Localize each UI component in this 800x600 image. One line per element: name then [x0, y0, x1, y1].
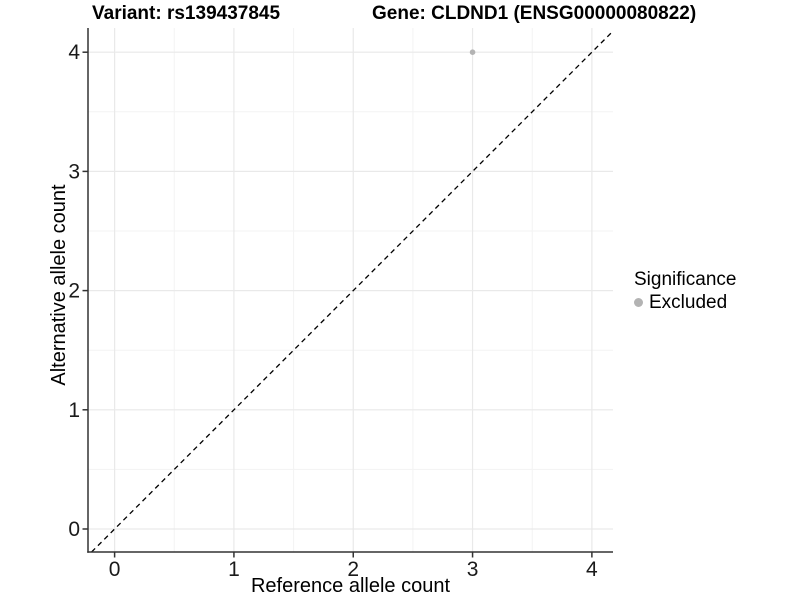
y-tick-label: 4: [68, 41, 80, 64]
y-tick-label: 3: [68, 160, 80, 183]
x-tick-label: 2: [347, 558, 359, 581]
plot-title-variant: Variant: rs139437845: [92, 3, 281, 24]
plot-title-gene: Gene: CLDND1 (ENSG00000080822): [372, 3, 697, 24]
y-axis-title: Alternative allele count: [48, 184, 70, 386]
data-point: [469, 49, 476, 55]
legend-key-dot: [634, 298, 643, 307]
y-tick-label: 0: [68, 518, 80, 541]
legend-title: Significance: [634, 269, 737, 290]
x-tick-label: 3: [467, 558, 479, 581]
legend-item-label: Excluded: [649, 292, 728, 313]
x-axis-title: Reference allele count: [250, 575, 450, 597]
legend-item-excluded: Excluded: [634, 291, 736, 314]
y-tick-label: 2: [68, 280, 80, 303]
x-tick-label: 0: [109, 558, 121, 581]
legend-panel: Significance Excluded: [634, 268, 736, 314]
y-tick-label: 1: [68, 399, 80, 422]
x-tick-label: 4: [586, 558, 598, 581]
x-tick-label: 1: [228, 558, 240, 581]
identity-line: [91, 30, 614, 553]
